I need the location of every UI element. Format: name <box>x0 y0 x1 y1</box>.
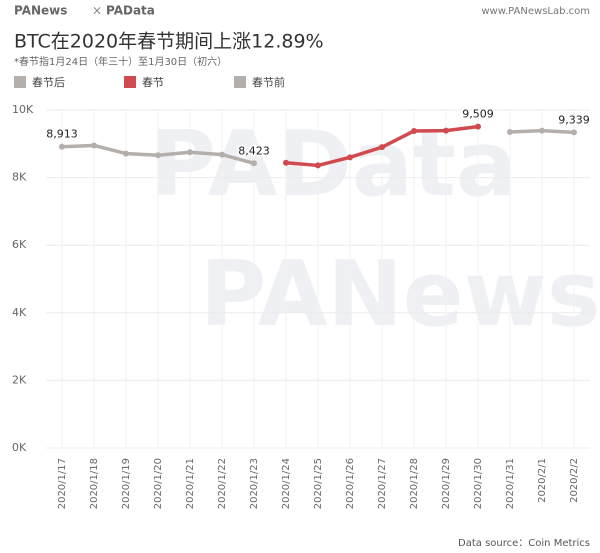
logo: PAData <box>106 4 155 18</box>
x-tick-label: 2020/1/25 <box>313 458 324 509</box>
point <box>123 150 129 157</box>
x-tick-label: 2020/1/19 <box>121 458 132 509</box>
point <box>411 127 417 134</box>
chart-title: BTC在2020年春节期间上涨12.89% <box>14 31 324 53</box>
x-tick-label: 2020/1/31 <box>505 458 516 509</box>
legend-swatch <box>234 76 246 88</box>
subtitle: *春节指1月24日（年三十）至1月30日（初六） <box>14 55 227 68</box>
point <box>571 129 577 136</box>
y-tick-label: 10K <box>12 103 34 116</box>
point <box>379 144 385 151</box>
y-tick-label: 2K <box>12 373 27 386</box>
x-tick-label: 2020/1/30 <box>473 458 484 509</box>
point <box>507 128 513 135</box>
point <box>187 149 193 156</box>
point <box>539 127 545 134</box>
legend-label: 春节后 <box>32 76 65 89</box>
data-label: 9,339 <box>558 113 590 126</box>
x-tick-label: 2020/1/20 <box>153 458 164 509</box>
x-tick-label: 2020/2/1 <box>537 458 548 503</box>
x-tick-label: 2020/1/23 <box>249 458 260 509</box>
x-tick-label: 2020/1/24 <box>281 458 292 509</box>
point <box>475 123 481 130</box>
y-tick-label: 4K <box>12 306 27 319</box>
point <box>59 143 65 150</box>
x-tick-label: 2020/2/2 <box>569 458 580 503</box>
watermark: PANews <box>200 242 600 347</box>
x-tick-label: 2020/1/27 <box>377 458 388 509</box>
x-tick-label: 2020/1/22 <box>217 458 228 509</box>
point <box>315 162 321 169</box>
point <box>219 151 225 158</box>
y-tick-label: 6K <box>12 238 27 251</box>
source: Data source：Coin Metrics <box>458 538 590 549</box>
x-tick-label: 2020/1/29 <box>441 458 452 509</box>
point <box>251 160 257 167</box>
x-tick-label: 2020/1/21 <box>185 458 196 509</box>
data-label: 9,509 <box>462 108 494 121</box>
x-tick-label: 2020/1/26 <box>345 458 356 509</box>
data-label: 8,423 <box>238 144 270 157</box>
legend-swatch <box>124 76 136 88</box>
site: www.PANewsLab.com <box>481 6 590 17</box>
y-tick-label: 0K <box>12 441 27 454</box>
point <box>347 154 353 161</box>
legend-label: 春节前 <box>252 75 285 89</box>
x-tick-label: 2020/1/18 <box>89 458 100 509</box>
data-label: 8,913 <box>46 128 78 141</box>
point <box>283 159 289 166</box>
y-tick-label: 8K <box>12 171 27 184</box>
x-tick-label: 2020/1/17 <box>57 458 68 509</box>
point <box>91 142 97 149</box>
point <box>443 127 449 134</box>
x-tick-label: 2020/1/28 <box>409 458 420 509</box>
legend-label: 春节 <box>142 76 164 89</box>
legend-swatch <box>14 76 26 88</box>
logo: PANews <box>14 4 67 18</box>
point <box>155 152 161 159</box>
logo-sep: × <box>92 4 102 18</box>
